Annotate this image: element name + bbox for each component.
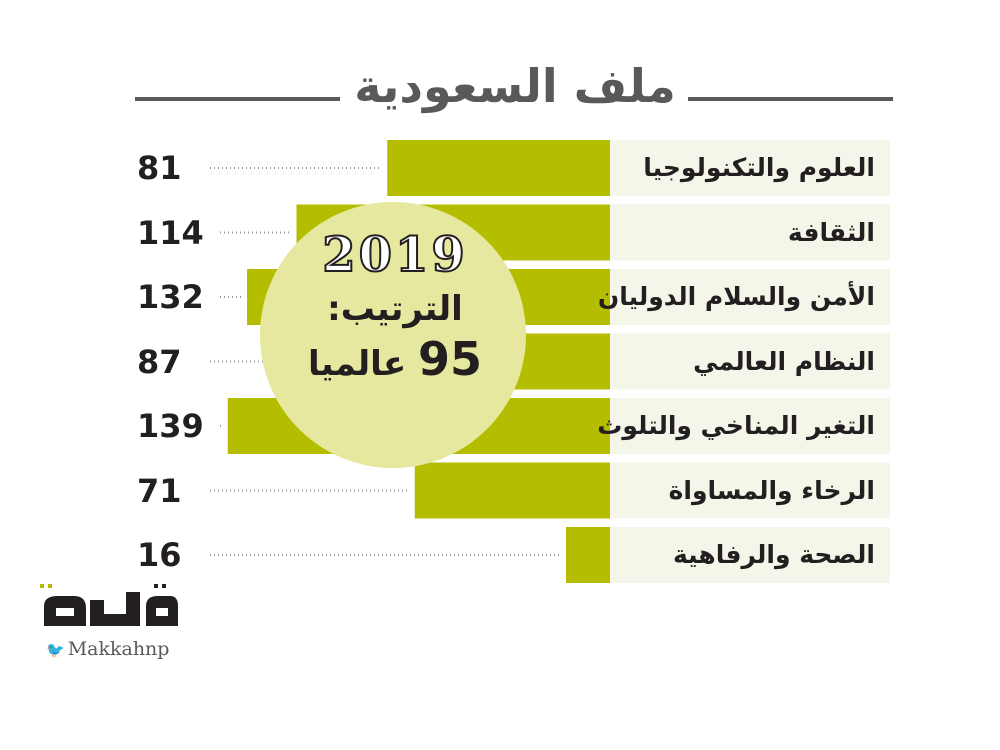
handle-text: Makkahnp — [67, 638, 170, 660]
bar — [387, 140, 610, 196]
value-label: 114 — [137, 213, 204, 252]
twitter-handle: 🐦 Makkahnp — [46, 638, 169, 660]
category-label: الثقافة — [787, 217, 875, 247]
value-label: 16 — [137, 536, 182, 574]
value-label: 81 — [137, 149, 182, 187]
title-rule-right — [688, 97, 893, 101]
badge-year: 2019 — [321, 226, 468, 284]
row-background — [610, 527, 890, 583]
ranking-badge: 2019 الترتيب: 95 عالميا — [300, 225, 490, 390]
badge-rank: 95 عالميا — [300, 333, 490, 390]
value-label: 87 — [137, 342, 182, 381]
category-label: الصحة والرفاهية — [673, 540, 875, 569]
makkah-logo-mark — [40, 584, 178, 626]
row-background — [610, 140, 890, 196]
row-background — [610, 269, 890, 325]
makkah-logo: 🐦 Makkahnp — [40, 578, 180, 662]
row-background — [610, 204, 890, 261]
row-background — [610, 462, 890, 519]
badge-rank-suffix: عالميا — [307, 344, 407, 384]
twitter-bird-icon: 🐦 — [46, 641, 65, 659]
value-label: 139 — [137, 407, 204, 445]
row-background — [610, 333, 890, 390]
chart-title-bar: ملف السعودية — [135, 55, 893, 117]
row-background — [610, 398, 890, 454]
chart-title: ملف السعودية — [354, 59, 676, 113]
category-label: العلوم والتكنولوجيا — [643, 153, 875, 182]
value-label: 71 — [137, 471, 182, 510]
bar — [414, 462, 610, 519]
category-label: الرخاء والمساواة — [668, 475, 875, 505]
category-label: النظام العالمي — [693, 346, 875, 376]
category-label: التغير المناخي والتلوث — [597, 411, 875, 440]
badge-rank-label: الترتيب: — [327, 289, 463, 329]
badge-rank-value: 95 — [418, 332, 483, 386]
category-label: الأمن والسلام الدوليان — [597, 282, 875, 311]
title-rule-left — [135, 97, 340, 101]
bar — [566, 527, 610, 583]
badge-circle — [260, 202, 526, 468]
value-label: 132 — [137, 278, 204, 316]
